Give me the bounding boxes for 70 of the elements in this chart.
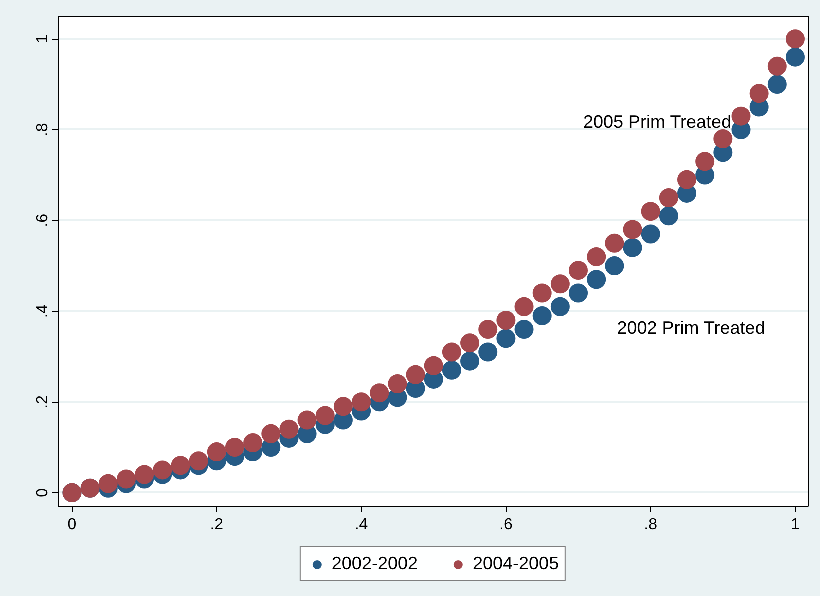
point: [641, 224, 660, 244]
point: [659, 188, 678, 208]
point: [244, 434, 263, 452]
point: [550, 297, 570, 316]
point: [442, 342, 462, 362]
point: [316, 406, 335, 426]
point: [388, 374, 408, 394]
point: [587, 270, 606, 290]
point: [370, 384, 390, 403]
point: [478, 320, 498, 340]
y-tick-label: .4: [34, 304, 52, 318]
point: [135, 465, 154, 484]
point: [496, 311, 516, 330]
point: [334, 397, 353, 416]
point: [153, 460, 172, 480]
point: [532, 284, 552, 303]
point: [424, 356, 444, 376]
x-tick-label: .4: [354, 516, 368, 534]
annotation: 2002 Prim Treated: [617, 318, 766, 338]
point: [514, 320, 534, 340]
point: [460, 352, 480, 371]
y-tick-label: .8: [34, 123, 52, 137]
point: [714, 130, 733, 148]
point: [478, 342, 498, 362]
x-tick-label: 1: [791, 516, 800, 534]
point: [569, 261, 588, 280]
point: [171, 456, 190, 476]
point: [605, 256, 624, 276]
point: [623, 220, 642, 240]
y-tick-label: 1: [34, 34, 52, 44]
point: [768, 75, 787, 94]
point: [352, 392, 372, 412]
point: [460, 334, 480, 353]
point: [496, 329, 516, 348]
point: [659, 206, 678, 226]
point: [406, 365, 426, 384]
point: [623, 238, 642, 258]
point: [550, 274, 570, 294]
point: [532, 306, 552, 326]
point: [116, 470, 136, 489]
point: [207, 442, 226, 462]
point: [696, 152, 715, 172]
point: [298, 410, 317, 430]
point: [732, 106, 751, 126]
point: [569, 284, 588, 303]
point: [750, 84, 769, 104]
point: [280, 420, 299, 439]
x-tick-label: .2: [210, 516, 224, 534]
point: [514, 297, 534, 316]
point: [262, 424, 281, 444]
point: [442, 360, 462, 380]
x-tick-label: .6: [500, 516, 513, 534]
point: [225, 438, 244, 457]
y-tick-label: .2: [34, 395, 52, 409]
point: [786, 48, 805, 67]
point: [587, 247, 606, 266]
point: [786, 30, 805, 49]
x-tick-label: 0: [68, 516, 77, 534]
y-tick-label: 0: [34, 488, 52, 498]
point: [768, 56, 787, 76]
point: [677, 170, 696, 190]
point: [605, 234, 624, 253]
annotation: 2005 Prim Treated: [584, 112, 732, 132]
legend-label: 2004-2005: [473, 554, 560, 574]
point: [189, 452, 208, 471]
legend-label: 2002-2002: [332, 554, 418, 574]
point: [641, 202, 660, 222]
y-tick-label: .6: [34, 214, 52, 228]
x-tick-label: .8: [644, 516, 658, 534]
point: [98, 474, 118, 494]
